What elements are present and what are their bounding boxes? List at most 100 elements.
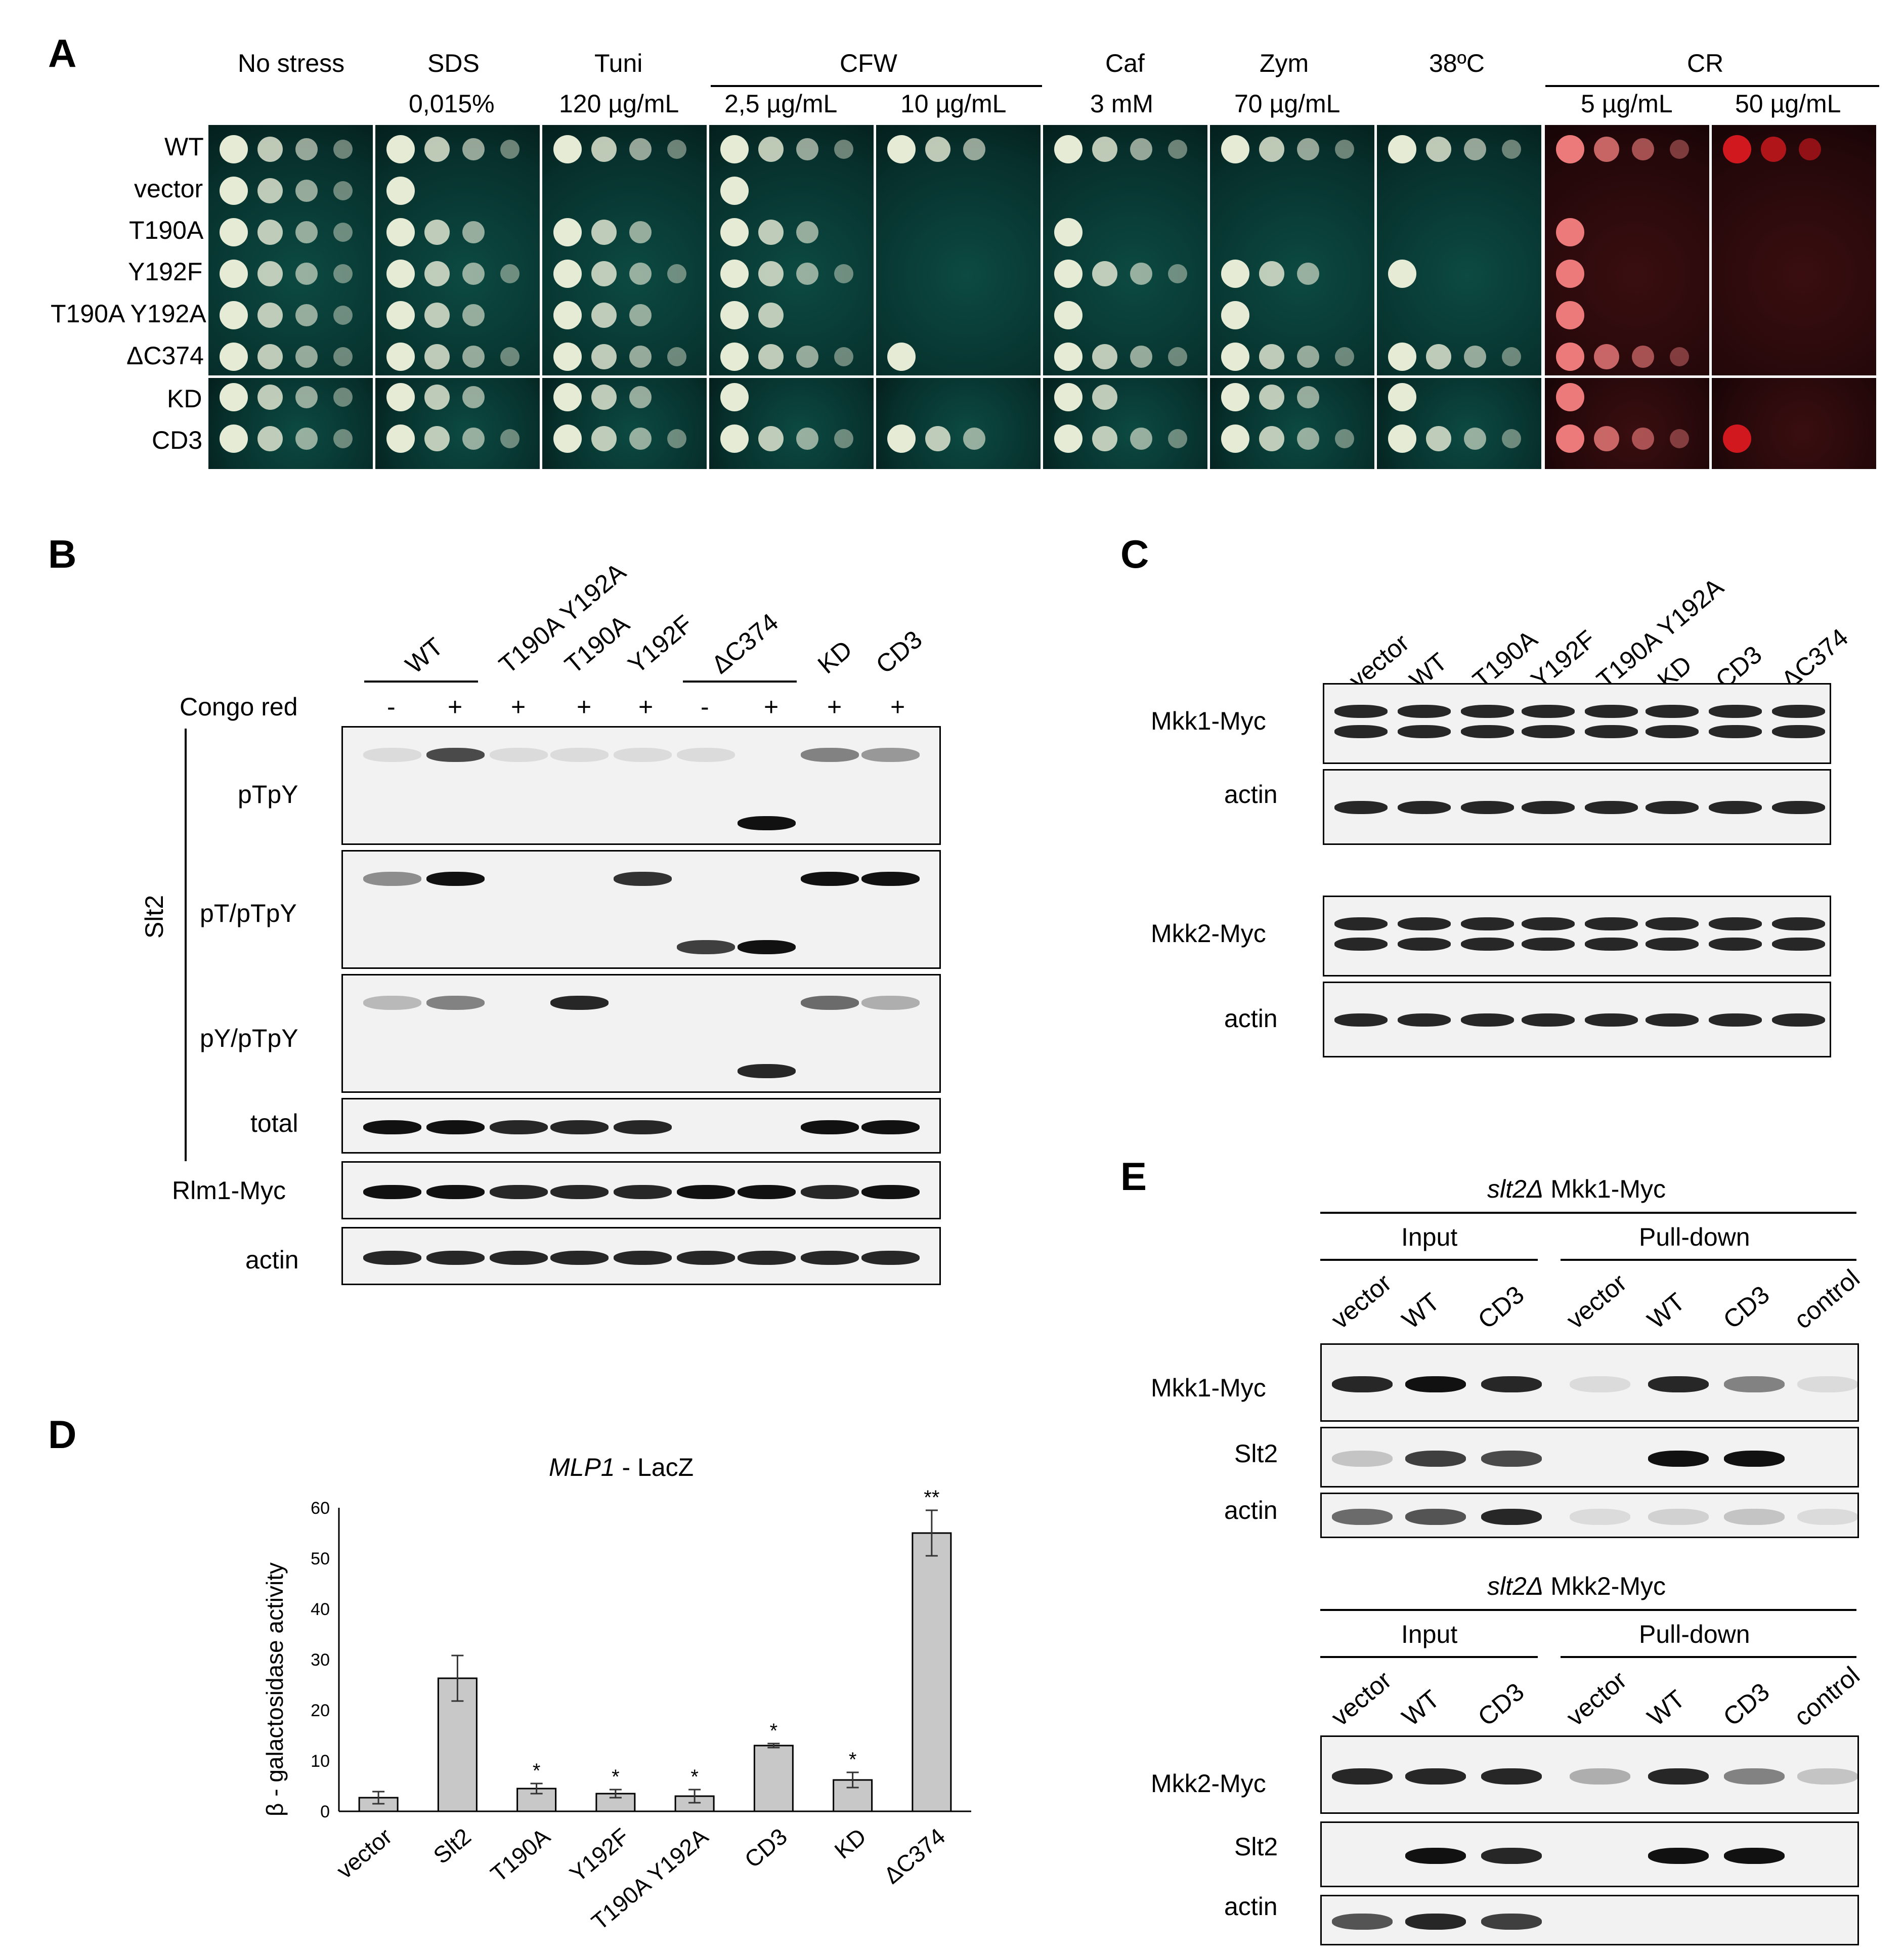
yeast-spot [1799, 138, 1821, 160]
b-label-ptpy: pTpY [238, 780, 298, 809]
band [1648, 1768, 1709, 1785]
band [861, 872, 920, 886]
agar-plate [708, 124, 875, 376]
e-lane-label: control [1788, 1661, 1865, 1732]
band [1648, 1848, 1709, 1864]
e-bottom-input: Input [1401, 1620, 1458, 1648]
band [614, 1120, 672, 1134]
band [738, 816, 796, 830]
yeast-spot [591, 426, 617, 451]
yeast-spot [667, 347, 686, 366]
congo-sign: + [577, 693, 592, 721]
yeast-spot [220, 260, 248, 288]
yeast-spot [1670, 429, 1689, 448]
band [1332, 1509, 1393, 1525]
yeast-spot [591, 220, 617, 245]
yeast-spot [1556, 343, 1584, 371]
band [1772, 917, 1825, 930]
blot-pt [341, 850, 941, 969]
yeast-spot [386, 343, 415, 371]
band [738, 1184, 796, 1199]
band [1405, 1451, 1466, 1467]
band [363, 872, 421, 886]
b-slt2-label: Slt2 [140, 895, 168, 939]
yeast-spot [1632, 138, 1654, 160]
band [550, 1120, 609, 1134]
yeast-spot [1594, 137, 1619, 162]
yeast-spot [1388, 383, 1416, 411]
yeast-spot [553, 218, 582, 246]
yeast-spot [295, 346, 318, 368]
yeast-spot [629, 138, 652, 160]
yeast-spot [295, 428, 318, 450]
yeast-spot [591, 303, 617, 328]
band [1481, 1376, 1542, 1392]
b-label-total: total [250, 1109, 298, 1137]
band [861, 748, 920, 762]
yeast-spot [963, 428, 985, 450]
agar-plate [1711, 124, 1877, 376]
yeast-spot [720, 424, 749, 453]
y-tick-label: 10 [311, 1752, 330, 1771]
agar-plate [1376, 124, 1542, 376]
band [1461, 725, 1514, 738]
yeast-spot [500, 429, 520, 448]
x-tick-label: KD [830, 1823, 871, 1864]
yeast-spot [424, 220, 450, 245]
band [1522, 938, 1575, 951]
yeast-spot [1632, 346, 1654, 368]
band [426, 748, 485, 762]
cfw-bracket-line [711, 85, 1042, 87]
band [363, 1250, 421, 1265]
yeast-spot [667, 429, 686, 448]
band [801, 1120, 859, 1134]
e-label-slt2-top: Slt2 [1234, 1439, 1278, 1468]
band [426, 1250, 485, 1265]
x-tick-label: ΔC374 [879, 1823, 950, 1889]
band [1405, 1376, 1466, 1392]
band [1522, 917, 1575, 930]
yeast-spot [500, 347, 520, 366]
blot-rlm1 [341, 1161, 941, 1219]
band [1405, 1509, 1466, 1525]
band [490, 1184, 548, 1199]
yeast-spot [720, 218, 749, 246]
yeast-spot [834, 140, 853, 159]
yeast-spot [1761, 137, 1786, 162]
congo-sign: + [827, 693, 842, 721]
e-lane-label: CD3 [1472, 1677, 1530, 1732]
y-tick-label: 0 [320, 1802, 330, 1821]
band [1522, 705, 1575, 718]
e-lane-label: WT [1641, 1684, 1691, 1732]
yeast-spot [333, 347, 353, 366]
band [1332, 1451, 1393, 1467]
congo-sign: - [387, 693, 396, 721]
yeast-spot [1092, 385, 1117, 410]
yeast-spot [257, 178, 283, 203]
band [801, 996, 859, 1010]
agar-plate [374, 377, 541, 470]
e-label-actin-top: actin [1224, 1496, 1278, 1524]
yeast-spot [1054, 218, 1083, 246]
band [1772, 725, 1825, 738]
yeast-spot [1092, 261, 1117, 286]
e-label-actin-bottom: actin [1224, 1892, 1278, 1921]
e-bottom-title-strain: slt2Δ [1487, 1572, 1544, 1600]
e-lane-label: WT [1396, 1684, 1445, 1732]
band [426, 1184, 485, 1199]
yeast-spot [720, 260, 749, 288]
yeast-spot [1464, 428, 1486, 450]
yeast-spot [1297, 346, 1319, 368]
band [1522, 801, 1575, 814]
yeast-spot [424, 303, 450, 328]
yeast-spot [1168, 429, 1187, 448]
yeast-spot [1054, 260, 1083, 288]
yeast-spot [1092, 344, 1117, 369]
yeast-spot [1388, 260, 1416, 288]
e-top-title: slt2Δ Mkk1-Myc [1487, 1176, 1666, 1202]
header-cfw-high: 10 µg/mL [900, 90, 1007, 118]
yeast-spot [1556, 301, 1584, 329]
yeast-spot [591, 261, 617, 286]
yeast-spot [220, 383, 248, 411]
agar-plate [875, 124, 1042, 376]
